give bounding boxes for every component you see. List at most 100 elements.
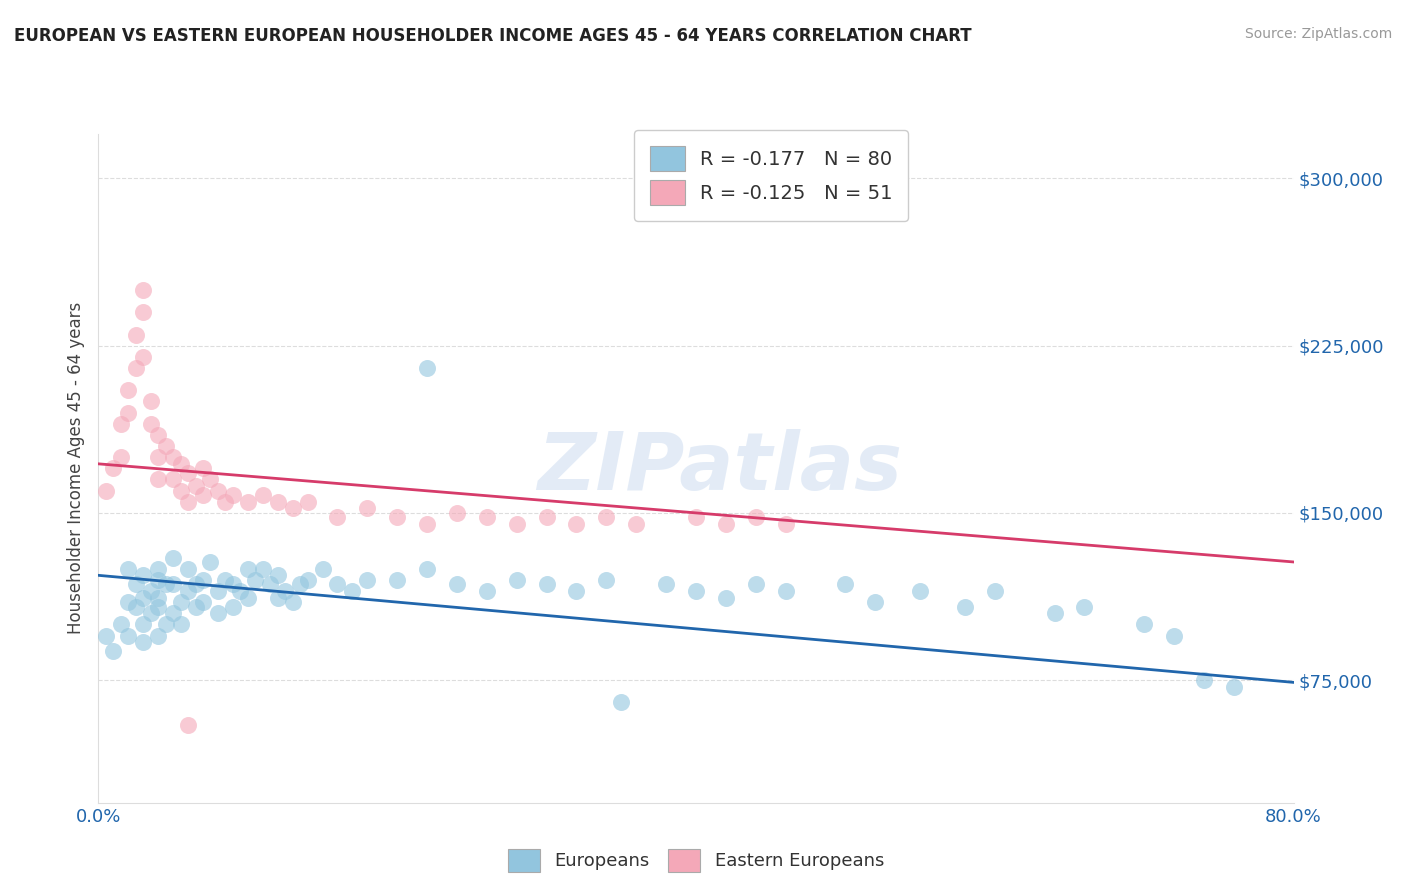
- Point: [326, 577, 349, 591]
- Point: [222, 577, 245, 591]
- Point: [148, 628, 170, 642]
- Point: [775, 517, 797, 532]
- Text: ZIPatlas: ZIPatlas: [537, 429, 903, 508]
- Point: [177, 583, 200, 598]
- Point: [281, 501, 304, 516]
- Point: [834, 577, 856, 591]
- Point: [259, 577, 281, 591]
- Point: [342, 583, 364, 598]
- Point: [475, 510, 498, 524]
- Point: [214, 573, 236, 587]
- Point: [169, 457, 191, 471]
- Point: [148, 473, 170, 487]
- Point: [177, 562, 200, 576]
- Point: [595, 573, 617, 587]
- Point: [267, 591, 290, 605]
- Point: [139, 417, 162, 431]
- Point: [162, 473, 184, 487]
- Point: [297, 494, 319, 508]
- Point: [236, 562, 259, 576]
- Point: [281, 595, 304, 609]
- Point: [191, 461, 214, 475]
- Point: [745, 510, 768, 524]
- Point: [207, 583, 229, 598]
- Point: [148, 450, 170, 465]
- Point: [148, 562, 170, 576]
- Point: [125, 577, 148, 591]
- Point: [222, 599, 245, 614]
- Point: [132, 305, 155, 319]
- Point: [446, 506, 468, 520]
- Point: [117, 628, 139, 642]
- Point: [274, 583, 297, 598]
- Point: [132, 568, 155, 582]
- Point: [252, 488, 274, 502]
- Point: [655, 577, 678, 591]
- Legend: R = -0.177   N = 80, R = -0.125   N = 51: R = -0.177 N = 80, R = -0.125 N = 51: [634, 130, 908, 221]
- Point: [207, 483, 229, 498]
- Point: [148, 591, 170, 605]
- Point: [169, 617, 191, 632]
- Point: [536, 577, 558, 591]
- Point: [191, 488, 214, 502]
- Point: [132, 617, 155, 632]
- Point: [214, 494, 236, 508]
- Point: [714, 517, 737, 532]
- Point: [162, 577, 184, 591]
- Point: [908, 583, 931, 598]
- Point: [267, 494, 290, 508]
- Point: [252, 562, 274, 576]
- Point: [110, 450, 132, 465]
- Point: [162, 450, 184, 465]
- Point: [139, 583, 162, 598]
- Point: [132, 591, 155, 605]
- Point: [200, 473, 222, 487]
- Point: [565, 517, 588, 532]
- Point: [117, 384, 139, 398]
- Point: [536, 510, 558, 524]
- Point: [184, 577, 207, 591]
- Point: [385, 573, 409, 587]
- Point: [110, 417, 132, 431]
- Point: [229, 583, 252, 598]
- Point: [475, 583, 498, 598]
- Point: [200, 555, 222, 569]
- Point: [139, 394, 162, 409]
- Point: [222, 488, 245, 502]
- Point: [311, 562, 333, 576]
- Point: [132, 283, 155, 297]
- Point: [236, 494, 259, 508]
- Point: [94, 483, 117, 498]
- Point: [94, 628, 117, 642]
- Point: [191, 595, 214, 609]
- Point: [103, 644, 125, 658]
- Point: [416, 517, 439, 532]
- Point: [117, 405, 139, 420]
- Point: [125, 327, 148, 342]
- Point: [148, 573, 170, 587]
- Point: [1073, 599, 1095, 614]
- Point: [685, 510, 707, 524]
- Point: [177, 466, 200, 480]
- Point: [132, 635, 155, 649]
- Point: [245, 573, 267, 587]
- Point: [506, 517, 529, 532]
- Point: [1192, 673, 1215, 688]
- Point: [207, 607, 229, 621]
- Point: [236, 591, 259, 605]
- Point: [155, 439, 177, 453]
- Point: [595, 510, 617, 524]
- Point: [139, 607, 162, 621]
- Point: [288, 577, 311, 591]
- Point: [865, 595, 887, 609]
- Y-axis label: Householder Income Ages 45 - 64 years: Householder Income Ages 45 - 64 years: [66, 302, 84, 634]
- Point: [1163, 628, 1185, 642]
- Point: [117, 562, 139, 576]
- Point: [446, 577, 468, 591]
- Point: [162, 550, 184, 565]
- Point: [117, 595, 139, 609]
- Point: [356, 501, 378, 516]
- Point: [983, 583, 1005, 598]
- Point: [110, 617, 132, 632]
- Point: [610, 696, 633, 710]
